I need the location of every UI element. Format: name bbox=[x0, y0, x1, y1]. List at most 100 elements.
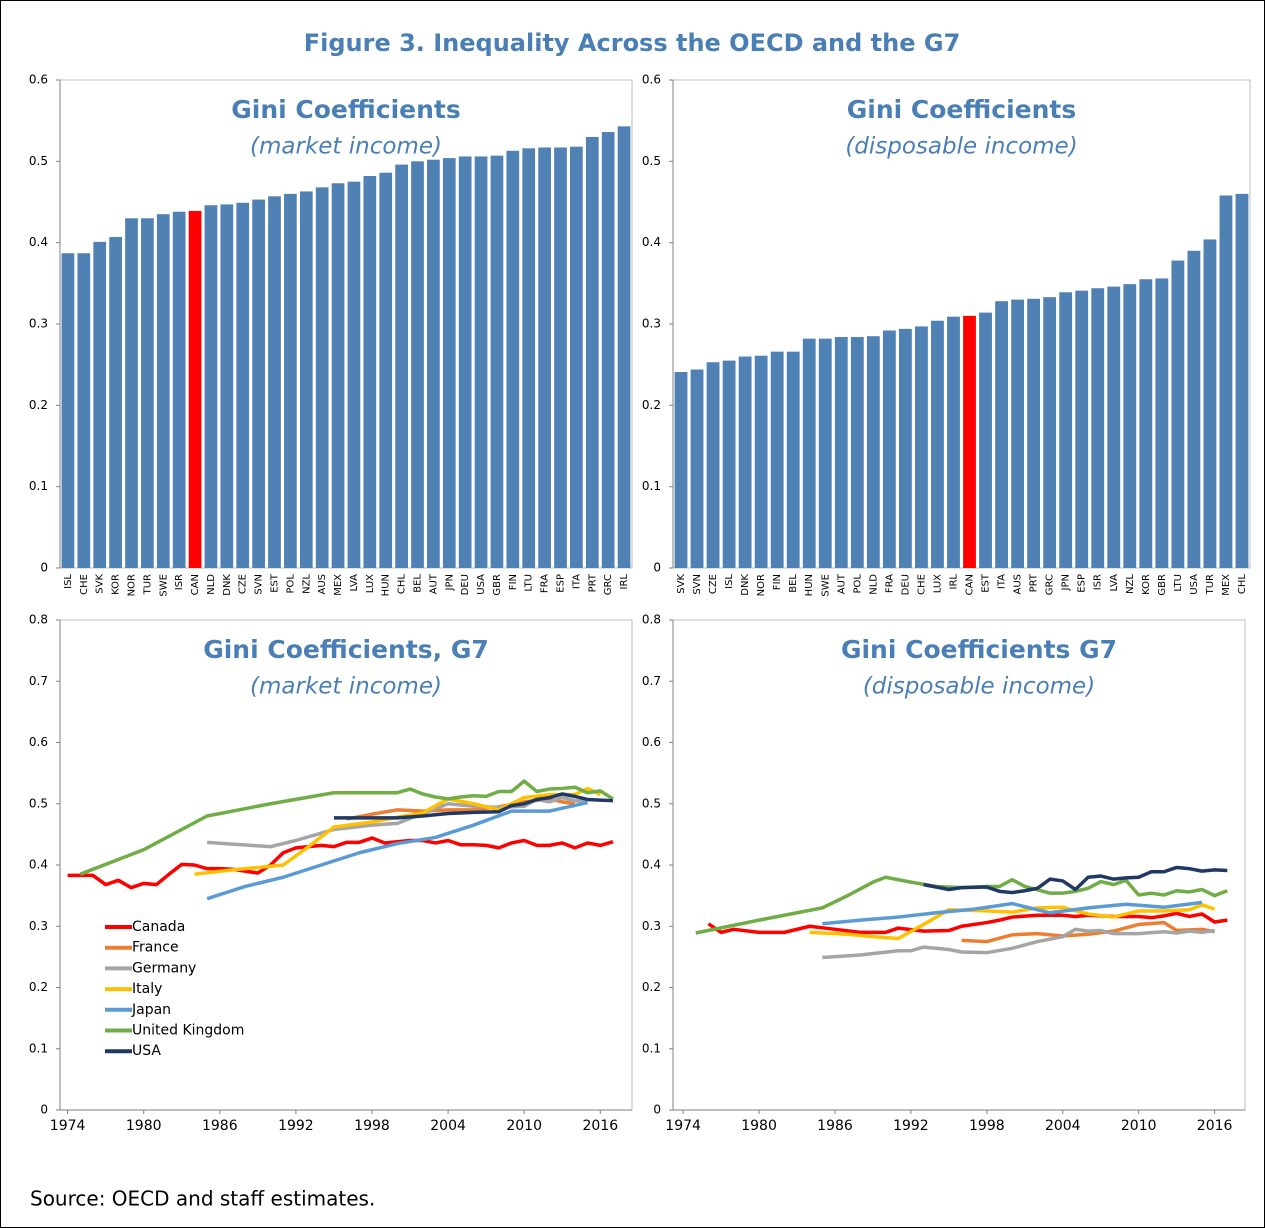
y-tick-label: 0.3 bbox=[29, 919, 48, 933]
chart-subtitle: (disposable income) bbox=[845, 134, 1077, 160]
y-tick-label: 0 bbox=[653, 1103, 661, 1117]
x-tick-label: ISL bbox=[63, 574, 74, 589]
bar bbox=[570, 146, 583, 568]
x-tick-label: ITA bbox=[571, 574, 582, 589]
x-tick-label: AUT bbox=[836, 573, 847, 594]
x-tick-label: PRT bbox=[587, 573, 598, 592]
series-line bbox=[206, 795, 588, 849]
x-tick-label: GRC bbox=[603, 574, 614, 595]
bar bbox=[1123, 284, 1137, 568]
bar bbox=[363, 175, 377, 568]
series-line bbox=[822, 927, 1215, 960]
x-tick-label: 1998 bbox=[969, 1118, 1005, 1134]
x-tick-label: IRL bbox=[619, 574, 630, 590]
x-tick-label: JPN bbox=[444, 574, 455, 591]
y-tick-label: 0.3 bbox=[29, 317, 48, 331]
x-tick-label: LTU bbox=[524, 574, 535, 592]
figure-title: Figure 3. Inequality Across the OECD and… bbox=[304, 29, 961, 57]
y-tick-label: 0.1 bbox=[642, 1041, 661, 1055]
x-tick-label: GBR bbox=[1157, 574, 1168, 596]
bar bbox=[1187, 250, 1201, 569]
x-tick-label: ITA bbox=[997, 574, 1008, 589]
x-tick-label: 2004 bbox=[430, 1118, 466, 1134]
legend-label: France bbox=[132, 940, 179, 956]
x-tick-label: PRT bbox=[1029, 573, 1040, 592]
y-tick-label: 0.1 bbox=[29, 1041, 48, 1055]
x-tick-label: ISR bbox=[1093, 574, 1104, 590]
bar bbox=[204, 205, 218, 568]
y-tick-label: 0.8 bbox=[29, 613, 48, 627]
x-tick-label: EST bbox=[981, 573, 992, 593]
bar bbox=[61, 253, 75, 569]
x-tick-label: DNK bbox=[740, 574, 751, 596]
x-tick-label: 2016 bbox=[582, 1118, 618, 1134]
bar bbox=[474, 156, 488, 568]
bar bbox=[1011, 299, 1025, 568]
bar bbox=[236, 202, 250, 568]
x-tick-label: USA bbox=[1189, 574, 1200, 595]
x-tick-label: 1998 bbox=[354, 1118, 390, 1134]
x-tick-label: NLD bbox=[206, 574, 217, 595]
bar bbox=[882, 330, 896, 568]
bar bbox=[442, 158, 456, 568]
bar bbox=[834, 337, 848, 568]
y-tick-label: 0.8 bbox=[642, 613, 661, 627]
chart-title: Gini Coefficients, G7 bbox=[203, 635, 489, 664]
x-tick-label: FRA bbox=[884, 574, 895, 593]
y-tick-label: 0.2 bbox=[642, 980, 661, 994]
bar bbox=[141, 218, 154, 568]
y-tick-label: 0.5 bbox=[29, 154, 48, 168]
bar bbox=[395, 164, 408, 568]
bar bbox=[522, 148, 536, 568]
y-tick-label: 0.6 bbox=[29, 735, 48, 749]
x-tick-label: CHL bbox=[397, 574, 408, 595]
series-line bbox=[809, 903, 1216, 941]
bar bbox=[915, 326, 928, 568]
x-tick-label: 1986 bbox=[202, 1118, 238, 1134]
x-tick-label: ESP bbox=[556, 574, 567, 593]
bar bbox=[77, 253, 91, 569]
y-tick-label: 0.6 bbox=[29, 73, 48, 87]
series-line bbox=[707, 911, 1228, 935]
x-tick-label: SWE bbox=[158, 574, 169, 597]
y-tick-label: 0.7 bbox=[642, 674, 661, 688]
x-tick-label: AUT bbox=[428, 573, 439, 594]
y-tick-label: 0.5 bbox=[642, 154, 661, 168]
y-tick-label: 0.3 bbox=[642, 919, 661, 933]
x-tick-label: SWE bbox=[820, 574, 831, 597]
x-tick-label: MEX bbox=[1221, 574, 1232, 596]
y-tick-label: 0.2 bbox=[642, 398, 661, 412]
bar bbox=[818, 338, 832, 568]
bar bbox=[979, 312, 992, 568]
bar bbox=[690, 369, 704, 568]
bar bbox=[331, 183, 345, 568]
bar bbox=[220, 204, 234, 568]
y-tick-label: 0.5 bbox=[29, 796, 48, 810]
y-tick-label: 0.4 bbox=[29, 858, 48, 872]
y-tick-label: 0.6 bbox=[642, 735, 661, 749]
bar bbox=[802, 338, 816, 568]
bar bbox=[172, 211, 186, 568]
legend-label: Germany bbox=[132, 960, 196, 976]
bar bbox=[947, 316, 960, 568]
x-tick-label: CHE bbox=[79, 574, 90, 595]
bar bbox=[1139, 279, 1153, 568]
bar bbox=[1091, 288, 1105, 568]
bar bbox=[1107, 286, 1121, 568]
bar bbox=[738, 356, 752, 568]
x-tick-label: NZL bbox=[301, 574, 312, 594]
bar bbox=[268, 196, 281, 568]
bar bbox=[379, 172, 393, 568]
x-tick-label: EST bbox=[270, 573, 281, 593]
x-tick-label: 1974 bbox=[50, 1118, 86, 1134]
bar bbox=[1219, 195, 1233, 568]
y-tick-label: 0.3 bbox=[642, 317, 661, 331]
series-line bbox=[822, 900, 1203, 926]
bar bbox=[786, 351, 800, 568]
series-line bbox=[333, 792, 614, 820]
y-tick-label: 0 bbox=[40, 1103, 48, 1117]
x-tick-label: IRL bbox=[948, 574, 959, 590]
x-tick-label: POL bbox=[285, 574, 296, 594]
bar bbox=[754, 355, 768, 568]
